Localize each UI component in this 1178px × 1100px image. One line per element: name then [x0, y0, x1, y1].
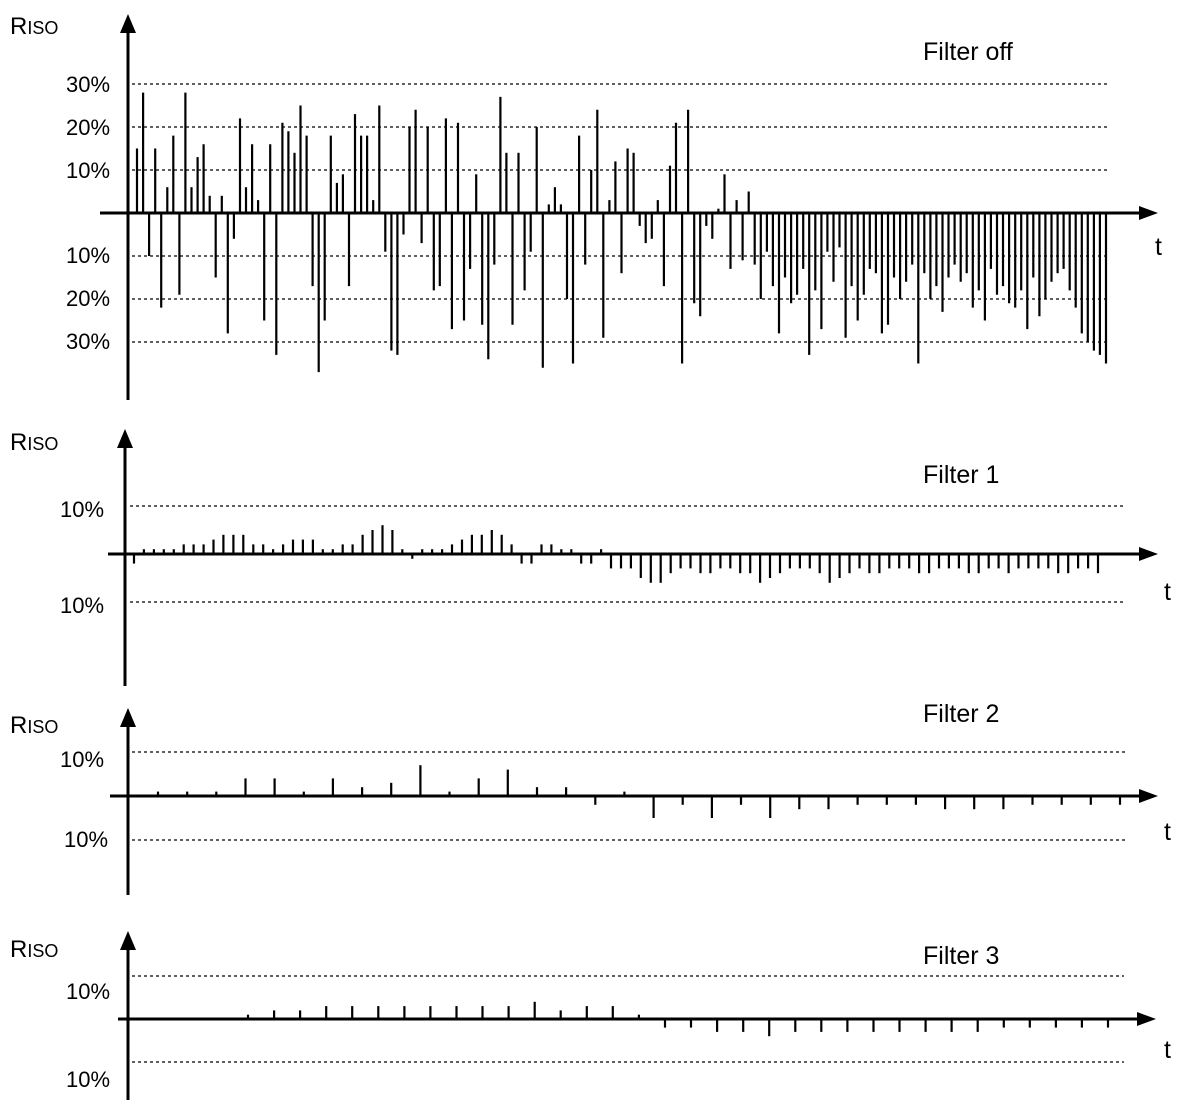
panel-filter-off-ytick-neg-10: 10% [66, 243, 110, 268]
panel-filter-off-ylabel: RISO [10, 13, 58, 40]
panel-filter-off: RISO t Filter off 30% 20% 10% 10% 20% 30… [10, 13, 1162, 400]
panel-filter-2-title: Filter 2 [923, 700, 999, 728]
panel-filter-2-ylabel: RISO [10, 712, 58, 739]
panel-filter-3: RISO t Filter 3 10% 10% [10, 931, 1171, 1100]
panel-filter-2: RISO t Filter 2 10% 10% [10, 700, 1171, 895]
panel-filter-off-x-arrow [1139, 206, 1158, 220]
panel-filter-2-ytick-10: 10% [60, 747, 104, 772]
panel-filter-off-bars [135, 92, 1108, 373]
panel-filter-1-ytick-10: 10% [60, 497, 104, 522]
panel-filter-2-y-arrow [120, 708, 136, 727]
panel-filter-1-y-arrow [117, 429, 133, 448]
panel-filter-1-title: Filter 1 [923, 461, 999, 489]
panel-filter-off-ytick-neg-30: 30% [66, 329, 110, 354]
panel-filter-2-grid [132, 751, 1126, 841]
panel-filter-off-xlabel: t [1155, 233, 1162, 261]
panel-filter-3-title: Filter 3 [923, 942, 999, 970]
panel-filter-off-ytick-neg-20: 20% [66, 286, 110, 311]
panel-filter-2-xlabel: t [1164, 818, 1171, 846]
panel-filter-off-ytick-20: 20% [66, 115, 110, 140]
panel-filter-off-grid [132, 83, 1108, 343]
panel-filter-1-grid [130, 505, 1124, 603]
panel-filter-2-bars [156, 765, 1122, 818]
panel-filter-1-xlabel: t [1164, 578, 1171, 606]
panel-filter-2-ytick-neg-10: 10% [64, 827, 108, 852]
panel-filter-3-xlabel: t [1164, 1036, 1171, 1064]
panel-filter-3-ylabel: RISO [10, 936, 58, 963]
panel-filter-1-bars [132, 525, 1100, 583]
panel-filter-2-x-arrow [1139, 789, 1158, 803]
panel-filter-1-ytick-neg-10: 10% [60, 593, 104, 618]
panel-filter-3-ytick-neg-10: 10% [66, 1067, 110, 1092]
panel-filter-1: RISO t Filter 1 10% 10% [10, 429, 1171, 686]
panel-filter-off-ytick-10: 10% [66, 158, 110, 183]
panel-filter-3-ytick-10: 10% [66, 979, 110, 1004]
panel-filter-1-ylabel: RISO [10, 429, 58, 456]
panel-filter-3-y-arrow [120, 931, 136, 950]
panel-filter-off-ytick-30: 30% [66, 72, 110, 97]
panel-filter-off-title: Filter off [923, 38, 1013, 66]
panel-filter-off-y-arrow [120, 14, 136, 33]
panel-filter-3-x-arrow [1137, 1012, 1156, 1026]
panel-filter-1-x-arrow [1139, 547, 1158, 561]
